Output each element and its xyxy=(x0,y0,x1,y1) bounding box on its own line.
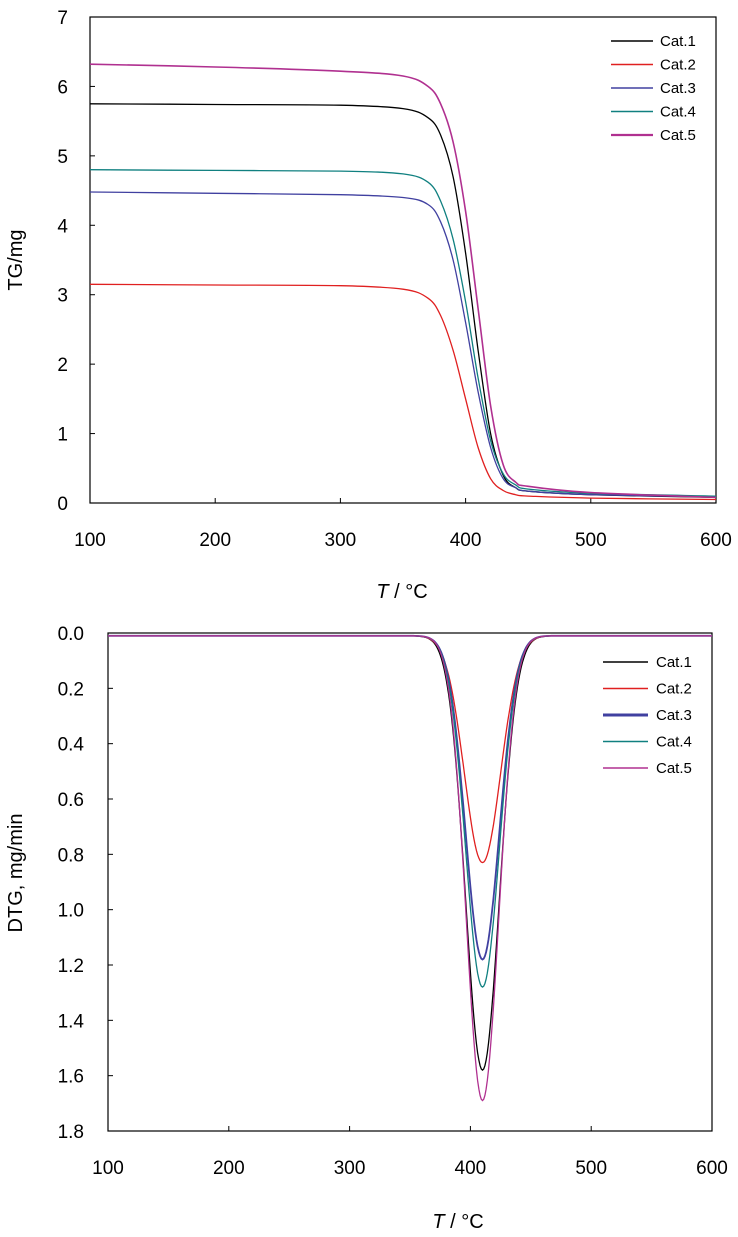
dtg-legend: Cat.1 Cat.2 Cat.3 Cat.4 Cat.5 xyxy=(603,654,692,777)
tg-ylabel: TG/mg xyxy=(5,229,27,290)
tg-legend-label: Cat.3 xyxy=(660,80,696,97)
tg-ytick-label: 1 xyxy=(57,425,68,446)
tg-series-line-cat5 xyxy=(89,63,717,499)
dtg-xlabel-unit: / °C xyxy=(445,1211,484,1233)
dtg-ytick-label: 0.8 xyxy=(58,845,84,866)
dtg-xtick-label: 100 xyxy=(92,1158,124,1179)
dtg-ytick-label: 1.2 xyxy=(58,956,84,977)
dtg-xtick-label: 300 xyxy=(334,1158,366,1179)
dtg-series-line-cat5 xyxy=(108,635,712,1102)
tg-xlabel-unit: / °C xyxy=(389,581,428,603)
dtg-legend-label: Cat.3 xyxy=(656,707,692,724)
tg-ytick-label: 4 xyxy=(57,216,68,237)
dtg-legend-label: Cat.1 xyxy=(656,654,692,671)
dtg-ytick-label: 1.8 xyxy=(58,1122,84,1143)
dtg-series-line-cat1 xyxy=(108,635,712,1071)
dtg-xlabel: T / °C xyxy=(432,1211,483,1233)
tg-ytick-label: 3 xyxy=(57,286,68,307)
dtg-plot-frame xyxy=(107,632,713,1132)
tg-series-line-cat3 xyxy=(89,191,717,498)
tg-xtick-label: 300 xyxy=(325,530,357,551)
dtg-xtick-label: 400 xyxy=(455,1158,487,1179)
tg-legend-label: Cat.5 xyxy=(660,127,696,144)
dtg-ytick-label: 1.4 xyxy=(58,1011,85,1032)
tg-series xyxy=(89,63,717,501)
dtg-xlabel-symbol: T xyxy=(432,1211,446,1233)
dtg-legend-label: Cat.4 xyxy=(656,734,692,751)
tg-xtick-label: 500 xyxy=(575,530,607,551)
tg-legend-label: Cat.4 xyxy=(660,104,696,121)
tg-ytick-label: 7 xyxy=(57,8,68,29)
tg-legend-label: Cat.2 xyxy=(660,57,696,74)
tg-series-line-cat4 xyxy=(89,169,717,497)
dtg-series xyxy=(108,634,712,1102)
dtg-ytick-label: 0.2 xyxy=(58,679,84,700)
dtg-ylabel: DTG, mg/min xyxy=(5,814,27,933)
dtg-ytick-label: 1.6 xyxy=(58,1067,84,1088)
tg-ytick-label: 6 xyxy=(57,77,68,98)
tg-legend: Cat.1 Cat.2 Cat.3 Cat.4 Cat.5 xyxy=(611,33,696,144)
dtg-xtick-label: 600 xyxy=(696,1158,728,1179)
dtg-xtick-label: 500 xyxy=(575,1158,607,1179)
tg-ytick-label: 2 xyxy=(57,355,68,376)
dtg-series-line-cat3 xyxy=(108,634,712,961)
tg-ytick-label: 5 xyxy=(57,147,68,168)
tg-xtick-label: 400 xyxy=(450,530,482,551)
dtg-ytick-label: 0.6 xyxy=(58,790,84,811)
tg-ytick-label: 0 xyxy=(57,494,68,515)
dtg-legend-label: Cat.5 xyxy=(656,760,692,777)
tg-xtick-label: 200 xyxy=(199,530,231,551)
dtg-ytick-label: 0.4 xyxy=(58,735,85,756)
tg-series-line-cat1 xyxy=(89,103,717,499)
tg-xlabel: T / °C xyxy=(376,581,427,603)
tg-series-line-cat2 xyxy=(89,283,717,501)
dtg-ytick-label: 1.0 xyxy=(58,901,84,922)
tg-xlabel-symbol: T xyxy=(376,581,390,603)
dtg-xtick-label: 200 xyxy=(213,1158,245,1179)
dtg-series-line-cat2 xyxy=(108,635,712,864)
tg-xtick-label: 100 xyxy=(74,530,106,551)
tg-plot-frame xyxy=(89,16,717,504)
dtg-ytick-label: 0.0 xyxy=(58,624,84,645)
tg-xtick-label: 600 xyxy=(700,530,732,551)
dtg-legend-label: Cat.2 xyxy=(656,681,692,698)
tg-legend-label: Cat.1 xyxy=(660,33,696,50)
